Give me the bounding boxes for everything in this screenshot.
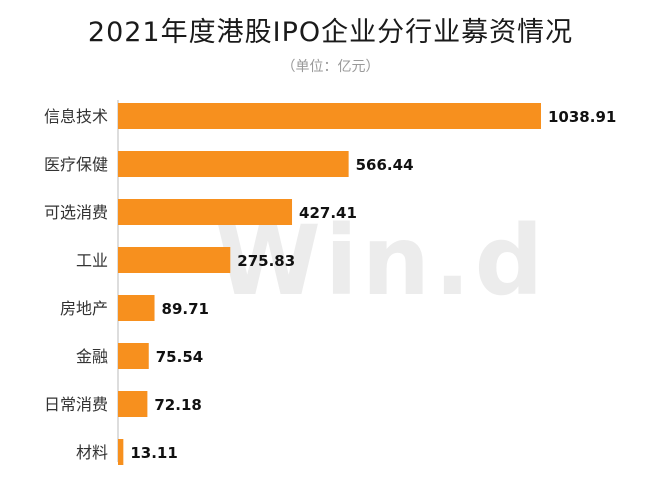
data-label: 75.54 <box>156 348 203 366</box>
bar <box>118 247 231 273</box>
category-label: 信息技术 <box>44 107 108 126</box>
data-label: 13.11 <box>130 444 177 462</box>
bar <box>118 391 148 417</box>
data-label: 427.41 <box>299 204 357 222</box>
bar <box>118 199 293 225</box>
chart-subtitle: （单位：亿元） <box>281 59 380 75</box>
data-label: 72.18 <box>154 396 201 414</box>
category-label: 房地产 <box>60 299 108 318</box>
category-label: 材料 <box>76 443 108 462</box>
bar <box>118 151 349 177</box>
category-label: 日常消费 <box>44 395 108 414</box>
bar <box>118 103 541 129</box>
bar <box>118 295 155 321</box>
data-label: 1038.91 <box>548 108 616 126</box>
bar <box>118 343 149 369</box>
data-label: 566.44 <box>356 156 414 174</box>
category-label: 可选消费 <box>44 203 108 222</box>
chart-title: 2021年度港股IPO企业分行业募资情况 <box>87 17 574 48</box>
category-label: 医疗保健 <box>44 155 108 174</box>
category-label: 工业 <box>76 251 108 270</box>
data-label: 275.83 <box>237 252 295 270</box>
category-label: 金融 <box>76 347 108 366</box>
data-label: 89.71 <box>162 300 209 318</box>
bar <box>118 439 124 465</box>
